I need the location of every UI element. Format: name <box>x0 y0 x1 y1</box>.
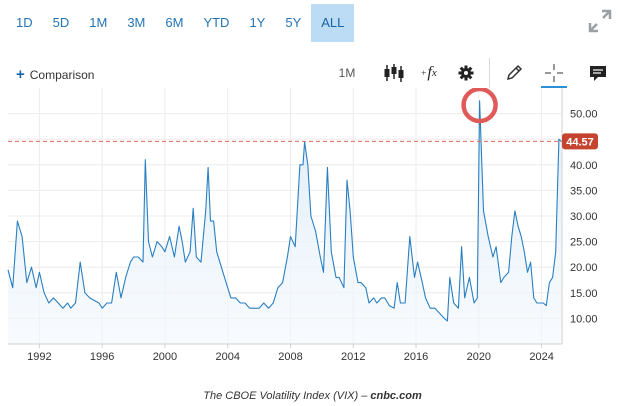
caption-text: The CBOE Volatility Index (VIX) – <box>203 390 371 402</box>
x-tick-label: 1996 <box>90 351 114 363</box>
range-1m[interactable]: 1M <box>89 15 108 30</box>
range-1d[interactable]: 1D <box>16 15 33 30</box>
range-ytd[interactable]: YTD <box>203 15 230 30</box>
x-tick-label: 2016 <box>404 351 428 363</box>
expand-icon[interactable] <box>587 8 613 34</box>
x-tick-label: 2004 <box>215 351 239 363</box>
range-1y[interactable]: 1Y <box>249 15 266 30</box>
comment-icon[interactable] <box>588 61 608 85</box>
comparison-button[interactable]: + Comparison <box>16 66 94 83</box>
range-5d[interactable]: 5D <box>52 15 70 30</box>
toolbar-divider <box>489 58 490 88</box>
x-tick-label: 2020 <box>467 351 491 363</box>
y-tick-label: 50.00 <box>570 109 598 121</box>
x-tick-label: 2008 <box>278 351 302 363</box>
candlestick-icon[interactable] <box>382 61 406 85</box>
interval-button[interactable]: 1M <box>338 66 356 80</box>
function-icon[interactable]: + f x <box>421 64 437 81</box>
highlight-circle <box>461 88 498 124</box>
range-selector: 1D 5D 1M 3M 6M YTD 1Y 5Y ALL <box>6 4 355 42</box>
x-tick-label: 2000 <box>153 351 177 363</box>
pencil-icon[interactable] <box>503 61 525 85</box>
x-tick-label: 1992 <box>27 351 51 363</box>
caption-source: cnbc.com <box>370 390 422 402</box>
crosshair-icon[interactable] <box>543 61 565 85</box>
range-5y[interactable]: 5Y <box>285 15 302 30</box>
y-tick-label: 15.00 <box>570 288 598 300</box>
series-area <box>8 100 562 344</box>
chart-toolbar: + Comparison 1M + f x <box>0 56 625 90</box>
last-price-label: 44.57 <box>566 136 594 148</box>
y-tick-label: 35.00 <box>570 185 598 197</box>
chart-caption: The CBOE Volatility Index (VIX) – cnbc.c… <box>0 390 625 402</box>
series-line <box>7 100 562 322</box>
y-tick-label: 10.00 <box>570 313 598 325</box>
plus-icon: + <box>16 66 25 83</box>
last-price-tag <box>562 133 598 150</box>
x-tick-label: 2012 <box>341 351 365 363</box>
y-tick-label: 25.00 <box>570 237 598 249</box>
vix-chart[interactable]: 1992 1996 2000 2004 2008 2012 2016 2020 2024 10.0… <box>0 88 625 388</box>
x-tick-label: 2024 <box>529 351 553 363</box>
range-6m[interactable]: 6M <box>165 15 184 30</box>
range-3m[interactable]: 3M <box>127 15 146 30</box>
comparison-label: Comparison <box>29 68 95 82</box>
gear-icon[interactable] <box>456 61 476 85</box>
y-tick-label: 20.00 <box>570 262 598 274</box>
y-tick-label: 30.00 <box>570 211 598 223</box>
crosshair-active-indicator <box>541 86 567 88</box>
range-all[interactable]: ALL <box>311 4 355 42</box>
y-tick-label: 40.00 <box>570 160 598 172</box>
